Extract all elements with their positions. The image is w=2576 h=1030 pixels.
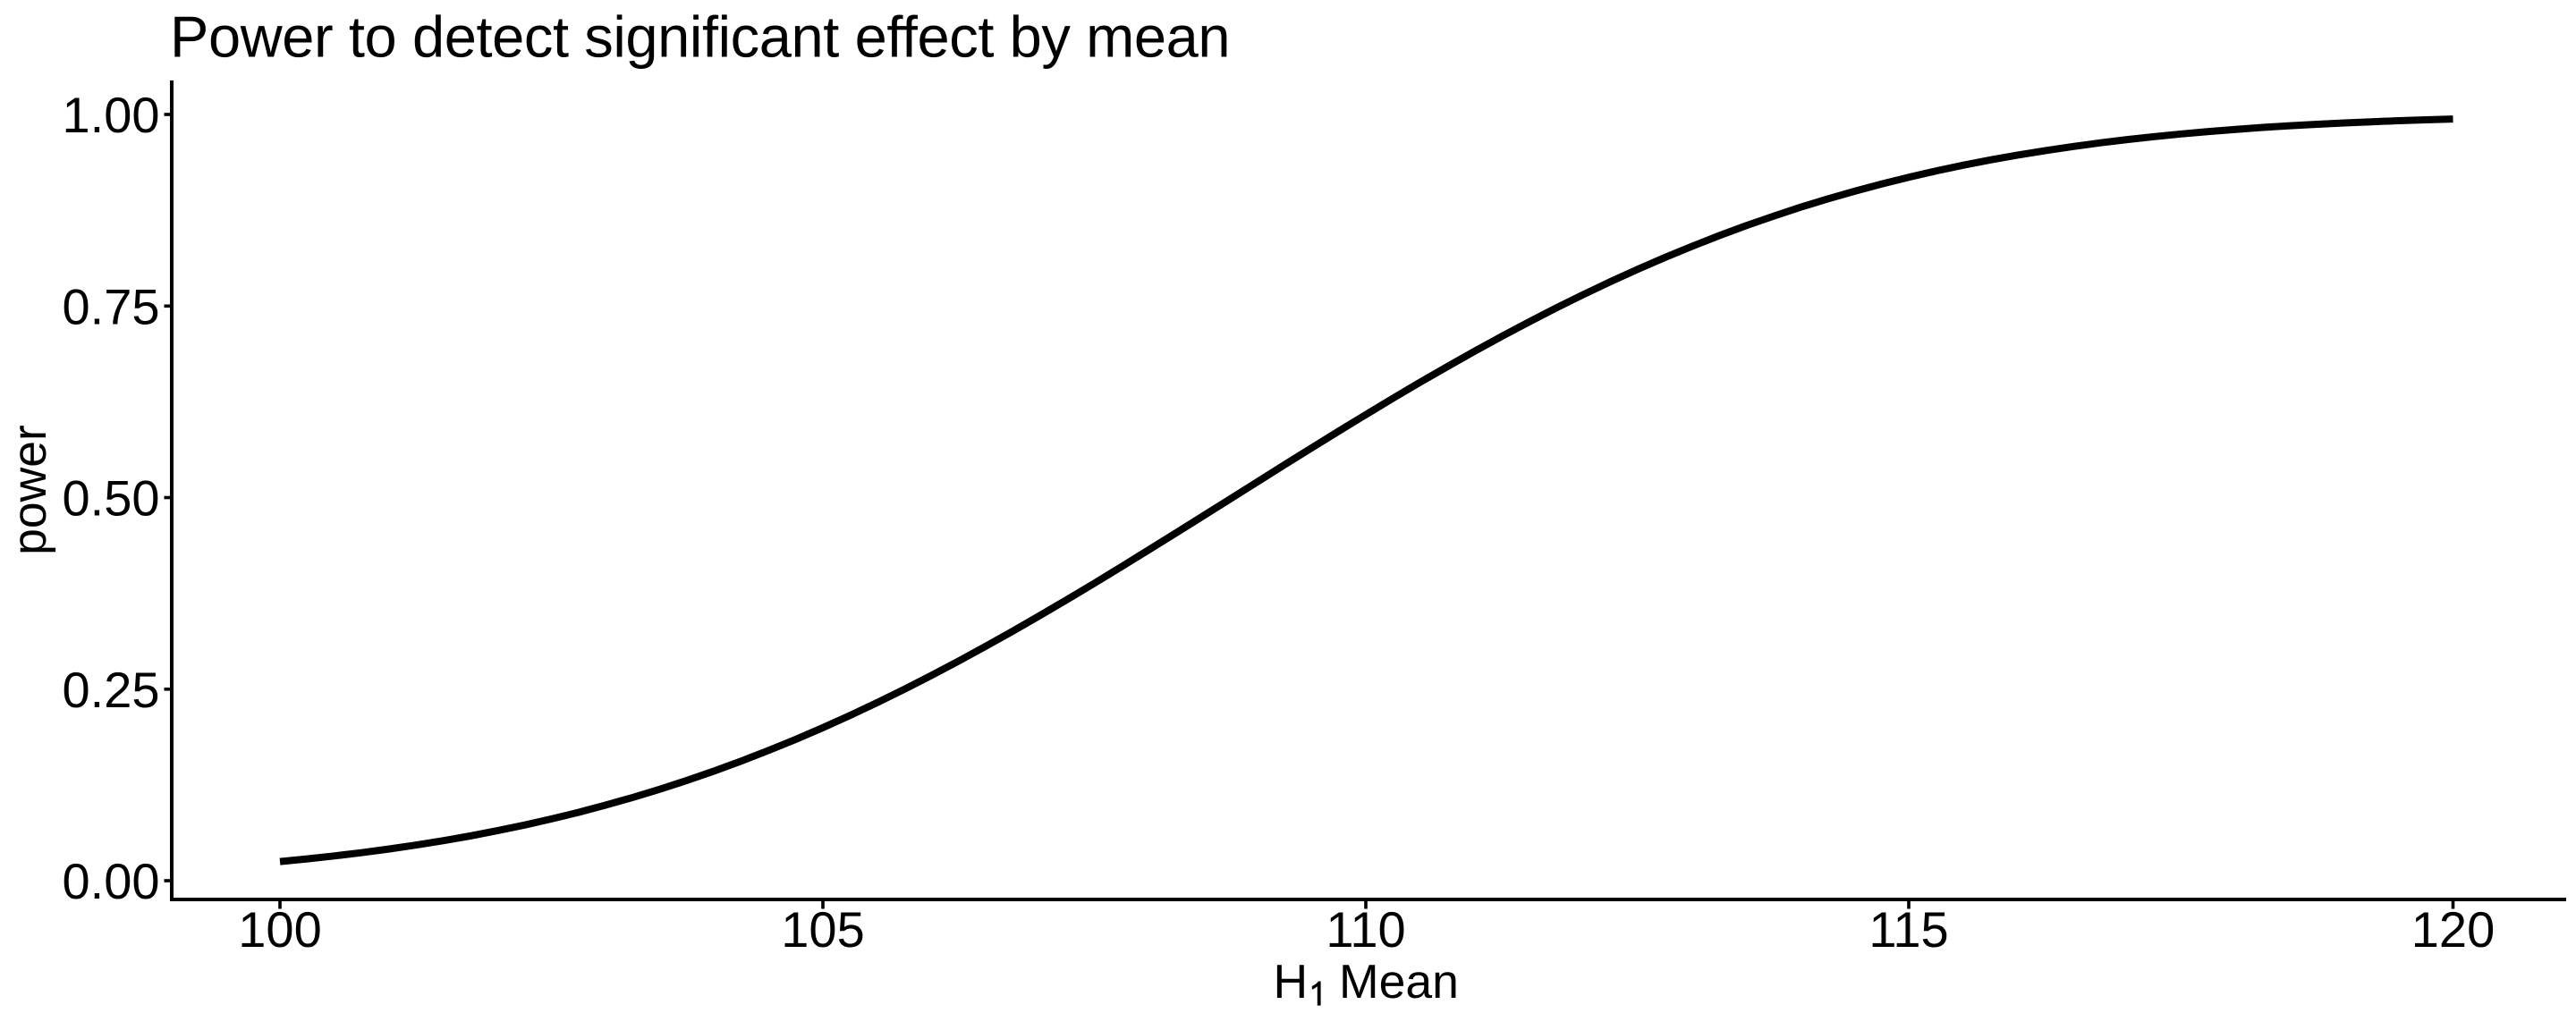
svg-text:105: 105 bbox=[781, 901, 864, 958]
svg-text:0.25: 0.25 bbox=[63, 662, 160, 718]
svg-text:power: power bbox=[4, 425, 56, 555]
svg-text:0.50: 0.50 bbox=[63, 470, 160, 527]
svg-text:H: H bbox=[1274, 956, 1309, 1009]
svg-text:110: 110 bbox=[1326, 901, 1405, 958]
svg-text:Power to detect significant ef: Power to detect significant effect by me… bbox=[170, 4, 1230, 70]
svg-text:0.75: 0.75 bbox=[63, 279, 160, 335]
svg-text:100: 100 bbox=[238, 901, 321, 958]
svg-text:0.00: 0.00 bbox=[63, 853, 160, 909]
svg-text:Mean: Mean bbox=[1339, 956, 1459, 1009]
svg-text:1.00: 1.00 bbox=[63, 87, 160, 143]
svg-text:120: 120 bbox=[2411, 901, 2495, 958]
svg-text:115: 115 bbox=[1868, 901, 1948, 958]
